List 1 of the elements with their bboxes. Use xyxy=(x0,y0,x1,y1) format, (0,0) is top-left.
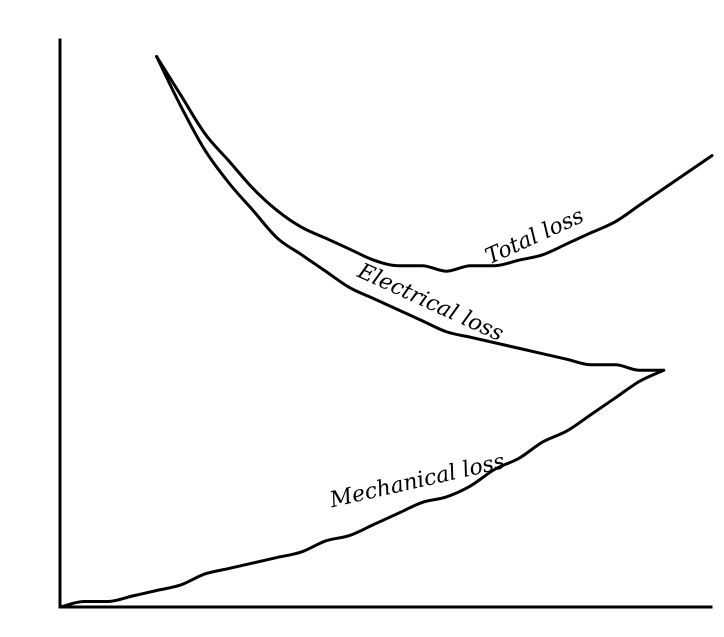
text: Total loss xyxy=(482,204,588,270)
